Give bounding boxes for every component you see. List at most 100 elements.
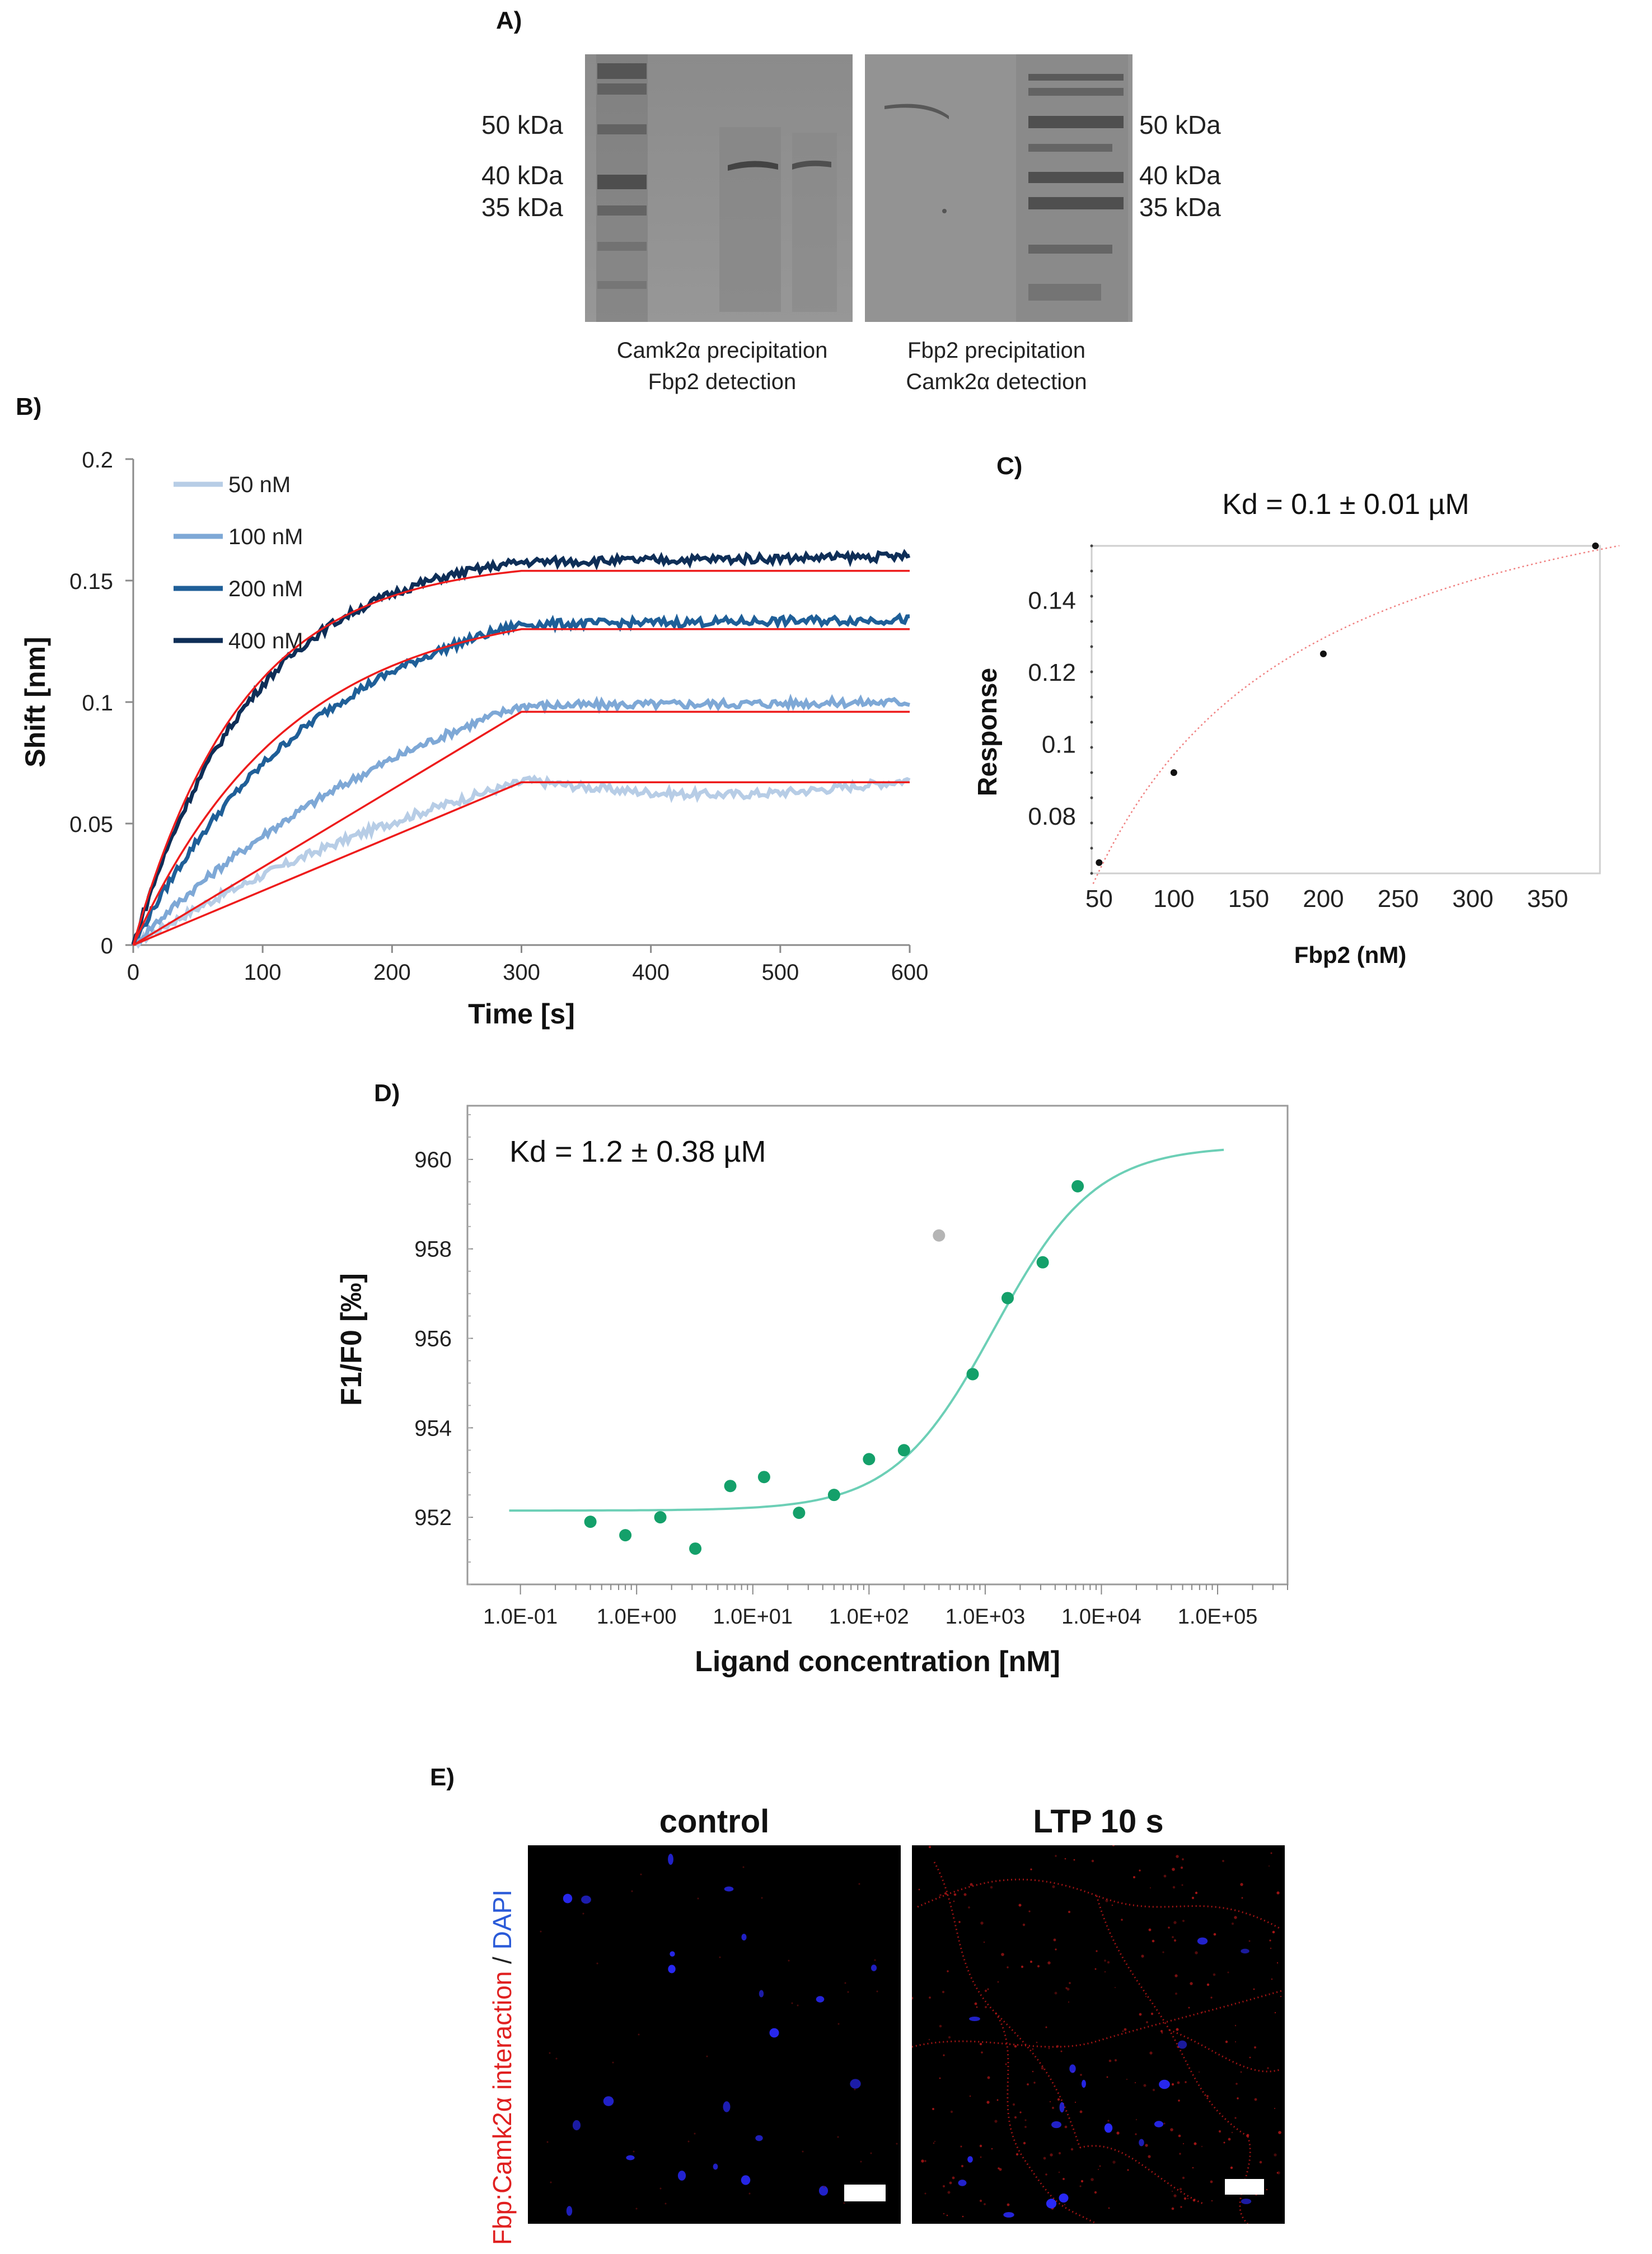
chart-title: Kd = 0.1 ± 0.01 µM [1222, 488, 1470, 521]
red-puncta [1057, 2098, 1060, 2101]
y-tick-label: 0.1 [82, 691, 113, 716]
red-puncta [1210, 2180, 1213, 2183]
y-minor-tick [1090, 645, 1093, 648]
red-puncta [1230, 2166, 1233, 2169]
outlier-point [933, 1229, 946, 1242]
red-puncta [1231, 1922, 1234, 1925]
red-puncta [1249, 2056, 1251, 2059]
red-puncta [1052, 1885, 1055, 1888]
red-puncta [950, 2110, 953, 2113]
dapi-nucleus [1177, 2040, 1187, 2049]
red-puncta [631, 1890, 633, 1892]
red-puncta [985, 2006, 987, 2008]
y-minor-tick [1090, 821, 1093, 825]
y-tick-label: 0.08 [1028, 803, 1076, 830]
red-puncta [928, 2038, 930, 2041]
data-point [863, 1453, 876, 1466]
red-puncta [1068, 1911, 1070, 1913]
y-minor-tick [1090, 595, 1093, 598]
x-tick-label: 50 [1085, 885, 1113, 913]
red-puncta [1106, 2076, 1108, 2078]
dapi-nucleus [1159, 2079, 1170, 2089]
dapi-nucleus [723, 2101, 731, 2112]
red-puncta [1179, 2187, 1182, 2191]
red-puncta [912, 1996, 914, 2000]
red-puncta [1254, 2046, 1256, 2049]
red-puncta [1176, 1855, 1179, 1858]
red-puncta [1276, 2172, 1279, 2174]
dapi-nucleus [1197, 1937, 1208, 1945]
red-puncta [719, 1956, 721, 1958]
red-puncta [1173, 1921, 1177, 1924]
red-puncta [788, 1960, 790, 1962]
red-puncta [939, 1894, 942, 1896]
red-puncta [1179, 2153, 1181, 2155]
red-puncta [1213, 1973, 1216, 1976]
dapi-nucleus [741, 1934, 747, 1940]
red-puncta [1014, 2045, 1017, 2048]
red-puncta [984, 1989, 988, 1993]
dapi-nucleus [871, 1965, 877, 1971]
panel-a-label: A) [496, 7, 522, 34]
red-puncta [1053, 1938, 1056, 1942]
red-puncta [1143, 2084, 1146, 2087]
red-puncta [934, 2140, 936, 2143]
dapi-nucleus [572, 2120, 581, 2131]
red-puncta [1170, 2128, 1173, 2131]
red-puncta [1045, 2173, 1047, 2176]
red-puncta [1177, 2081, 1180, 2084]
red-puncta [970, 1883, 973, 1886]
red-puncta [1021, 1965, 1024, 1968]
dapi-nucleus [769, 2028, 779, 2038]
red-puncta [1274, 2107, 1276, 2110]
red-puncta [1182, 2176, 1185, 2180]
y-tick-label: 0.05 [69, 812, 113, 837]
red-puncta [664, 2202, 667, 2205]
x-tick-label: 300 [1452, 885, 1493, 913]
y-tick-label: 954 [414, 1416, 452, 1441]
red-puncta [1211, 2200, 1213, 2202]
x-tick-label: 1.0E-01 [483, 1605, 558, 1629]
marker-left-40: 40 kDa [481, 161, 563, 190]
red-puncta [1079, 2185, 1082, 2187]
micrograph-ylabel-blue: DAPI [488, 1889, 517, 1950]
dapi-nucleus [603, 2096, 614, 2106]
red-puncta [1192, 2199, 1196, 2202]
red-puncta [860, 2161, 862, 2163]
red-puncta [999, 2168, 1002, 2171]
plot-frame [1091, 545, 1601, 875]
dapi-nucleus [759, 1990, 764, 1998]
red-puncta [1094, 2191, 1097, 2194]
x-tick-label: 1.0E+05 [1178, 1605, 1258, 1629]
y-minor-tick [1090, 721, 1093, 724]
data-point [584, 1516, 597, 1528]
red-puncta [1047, 1961, 1051, 1965]
red-puncta [948, 2036, 951, 2039]
red-neurite [917, 1878, 1282, 1930]
red-puncta [596, 1962, 598, 1965]
red-puncta [876, 1990, 878, 1993]
red-puncta [1091, 2178, 1094, 2181]
red-puncta [1024, 2126, 1027, 2128]
x-axis-label: Time [s] [468, 998, 575, 1030]
red-puncta [549, 2052, 551, 2054]
red-puncta [837, 2136, 839, 2138]
red-puncta [1272, 1930, 1275, 1934]
red-puncta [1070, 2148, 1074, 2151]
red-puncta [969, 2095, 971, 2097]
red-puncta [1266, 2188, 1268, 2191]
micrograph-ltp [912, 1845, 1285, 2224]
gel-right-caption-line1: Fbp2 precipitation [907, 338, 1085, 363]
red-puncta [1187, 2197, 1189, 2200]
data-point [793, 1507, 806, 1519]
x-tick-label: 1.0E+01 [713, 1605, 793, 1629]
y-tick-label: 0.12 [1028, 659, 1076, 686]
red-puncta [1041, 2066, 1044, 2070]
red-puncta [1149, 1887, 1152, 1889]
red-puncta [1163, 1874, 1167, 1878]
red-puncta [1183, 2143, 1184, 2144]
red-puncta [963, 1893, 967, 1896]
x-tick-label: 400 [632, 960, 670, 985]
legend-label: 200 nM [228, 577, 303, 601]
gel-right [865, 54, 1132, 322]
